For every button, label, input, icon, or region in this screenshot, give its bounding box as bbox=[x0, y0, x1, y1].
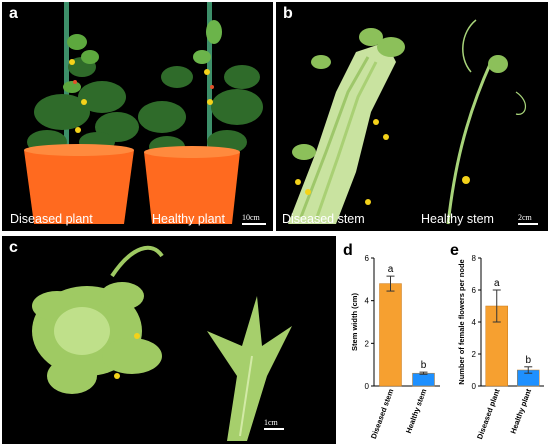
y-axis-label: Number of female flowers per node bbox=[457, 259, 466, 384]
y-tick-label: 4 bbox=[365, 297, 370, 306]
significance-label: b bbox=[421, 360, 427, 371]
stems-photo bbox=[288, 19, 526, 225]
chart-panel-d: d 0 2 4 6 Stem width (cm) a Diseased stem b Heal… bbox=[340, 236, 444, 444]
y-tick-label: 2 bbox=[472, 350, 477, 359]
panel-label-a: a bbox=[9, 5, 18, 22]
caption-diseased-stem: Diseased stem bbox=[282, 212, 365, 226]
scale-bar bbox=[264, 428, 284, 430]
photo-panel-c: c 1cm bbox=[2, 236, 336, 444]
bar bbox=[379, 283, 402, 387]
y-tick-label: 0 bbox=[365, 382, 370, 391]
category-label: Healthy plant bbox=[509, 387, 534, 435]
chart-panel-e: e 0 2 4 6 8 Number of female flowers per node… bbox=[447, 236, 548, 444]
panel-label-e: e bbox=[450, 242, 459, 259]
y-tick-label: 0 bbox=[472, 382, 477, 391]
female-flowers-chart: 0 2 4 6 8 Number of female flowers per node a D… bbox=[457, 254, 544, 440]
y-tick-label: 2 bbox=[365, 339, 370, 348]
scale-bar-label: 2cm bbox=[518, 213, 532, 222]
panel-label-d: d bbox=[343, 242, 353, 259]
significance-label: a bbox=[494, 278, 500, 289]
category-label: Diseased stem bbox=[369, 387, 396, 440]
scale-bar-label: 1cm bbox=[264, 418, 278, 427]
scale-bar bbox=[242, 223, 266, 225]
bar bbox=[412, 372, 435, 387]
y-tick-label: 6 bbox=[472, 286, 477, 295]
category-label: Healthy stem bbox=[404, 387, 429, 434]
caption-healthy-plant: Healthy plant bbox=[152, 212, 225, 226]
panel-label-c: c bbox=[9, 239, 18, 256]
stem-width-chart: 0 2 4 6 Stem width (cm) a Diseased stem b Health… bbox=[350, 254, 440, 440]
y-axis-label: Stem width (cm) bbox=[350, 293, 359, 351]
scale-bar-label: 10cm bbox=[242, 213, 260, 222]
caption-diseased-plant: Diseased plant bbox=[10, 212, 93, 226]
panel-label-b: b bbox=[283, 5, 293, 22]
significance-label: a bbox=[388, 264, 394, 275]
photo-panel-a: a Diseased plant Healthy plant 10cm bbox=[2, 2, 273, 231]
significance-label: b bbox=[525, 355, 531, 366]
stem-tips-photo bbox=[32, 245, 292, 441]
caption-healthy-stem: Healthy stem bbox=[421, 212, 494, 226]
y-tick-label: 8 bbox=[472, 254, 477, 263]
potted-plants-photo bbox=[24, 2, 263, 224]
y-tick-label: 4 bbox=[472, 318, 477, 327]
photo-panel-b: b Diseased stem Healthy stem 2cm bbox=[276, 2, 548, 231]
scale-bar bbox=[518, 223, 538, 225]
y-tick-label: 6 bbox=[365, 254, 370, 263]
category-label: Diseased plant bbox=[475, 387, 502, 440]
